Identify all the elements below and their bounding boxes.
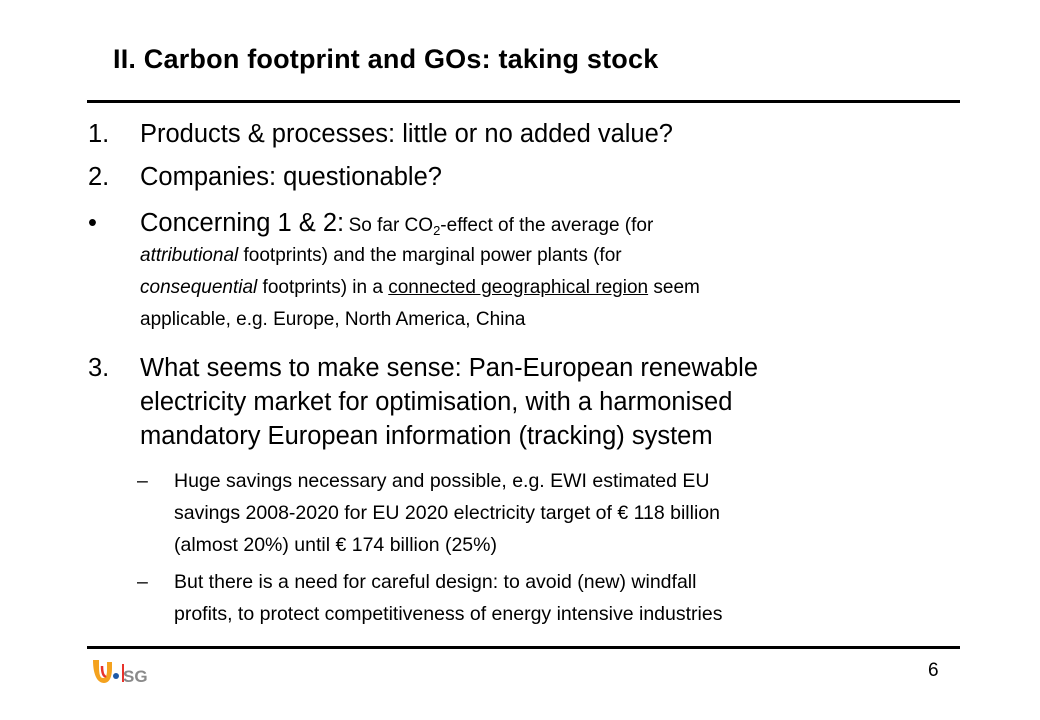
bullet-line2-em: attributional	[140, 245, 239, 266]
item3-line2: electricity market for optimisation, wit…	[140, 388, 733, 416]
slide-title: II. Carbon footprint and GOs: taking sto…	[113, 44, 659, 74]
logo-icon: SG	[93, 660, 148, 686]
sub1-line3: (almost 20%) until € 174 billion (25%)	[174, 534, 497, 556]
list-marker: 1.	[88, 120, 110, 148]
item3-line1: What seems to make sense: Pan-European r…	[140, 354, 759, 382]
list-item-text: Companies: questionable?	[140, 163, 442, 191]
bullet-marker: •	[88, 209, 97, 237]
bullet-line4: applicable, e.g. Europe, North America, …	[140, 309, 526, 330]
list-item-text: What seems to make sense: Pan-European r…	[140, 351, 758, 453]
list-item-text: Products & processes: little or no added…	[140, 120, 673, 148]
bottom-divider	[87, 646, 960, 649]
bullet-line3-underlined: connected geographical region	[388, 277, 649, 298]
page-number: 6	[928, 660, 939, 681]
bullet-text: Concerning 1 & 2: So far CO2-effect of t…	[140, 206, 700, 336]
sub2-line2: profits, to protect competitiveness of e…	[174, 603, 723, 625]
bullet-line1-a: So far CO	[348, 215, 434, 236]
bullet-line3-em: consequential	[140, 277, 258, 298]
co2-subscript: 2	[433, 223, 441, 238]
bullet-line1-b: -effect of the average (for	[440, 215, 654, 236]
top-divider	[87, 100, 960, 103]
bullet-line2-rest: footprints) and the marginal power plant…	[243, 245, 622, 266]
dash-marker: –	[137, 470, 148, 492]
bullet-line1: So far CO2-effect of the average (for	[348, 215, 654, 238]
sub-item-text: Huge savings necessary and possible, e.g…	[174, 465, 720, 561]
sub-item-text: But there is a need for careful design: …	[174, 566, 722, 630]
bullet-line3-a: footprints) in a	[262, 277, 383, 298]
bullet-line3: consequential footprints) in a connected…	[140, 272, 700, 304]
bullet-line3-b: seem	[653, 277, 700, 298]
sub2-line1: But there is a need for careful design: …	[174, 571, 697, 593]
bullet-lead: Concerning 1 & 2:	[140, 209, 345, 237]
sub1-line1: Huge savings necessary and possible, e.g…	[174, 470, 710, 492]
item3-line3: mandatory European information (tracking…	[140, 422, 713, 450]
list-marker: 2.	[88, 163, 110, 191]
sub1-line2: savings 2008-2020 for EU 2020 electricit…	[174, 502, 720, 524]
list-marker: 3.	[88, 354, 110, 382]
dash-marker: –	[137, 571, 148, 593]
bullet-line2: attributional footprints) and the margin…	[140, 240, 700, 272]
usg-logo: SG	[90, 656, 150, 686]
svg-text:SG: SG	[123, 667, 148, 686]
